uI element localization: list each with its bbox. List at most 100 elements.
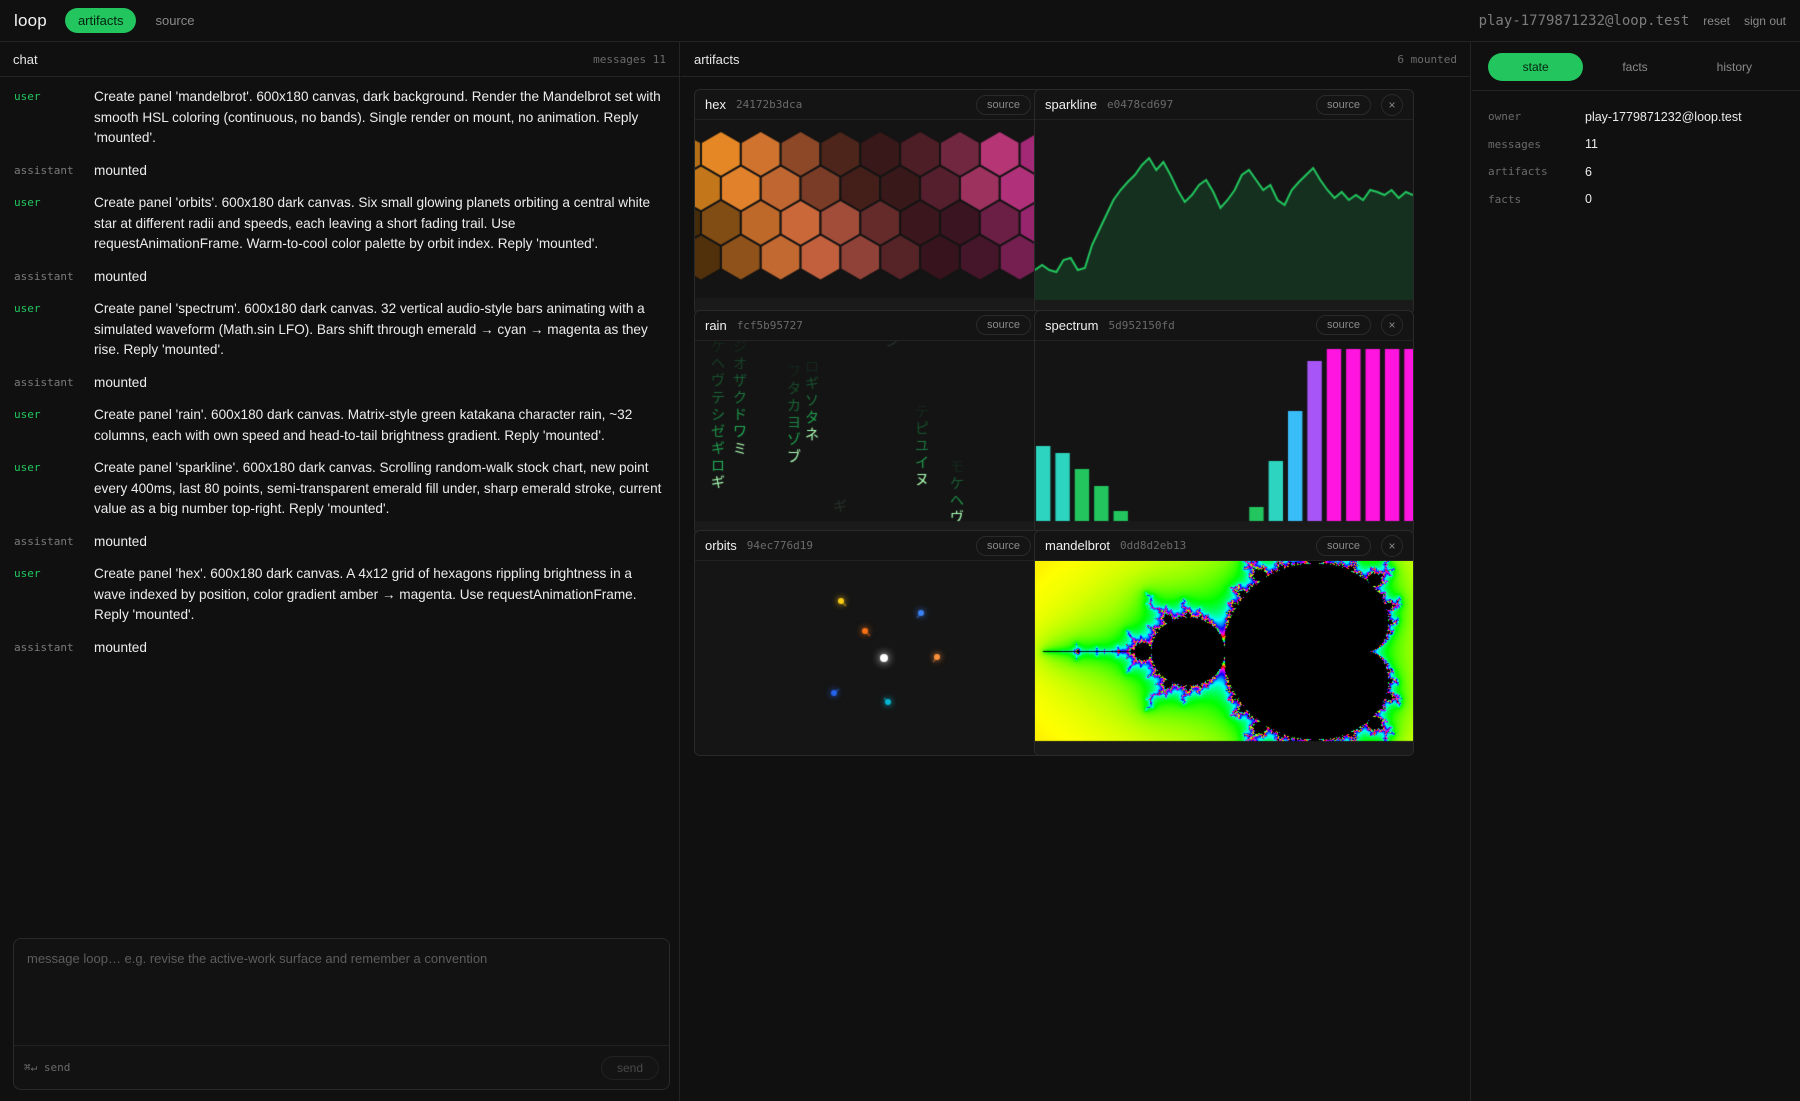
state-key: owner (1488, 110, 1522, 124)
message-role: assistant (14, 534, 74, 548)
chat-message: assistant mounted (0, 261, 679, 294)
panel-hash: fcf5b95727 (736, 318, 803, 332)
tab-history[interactable]: history (1716, 60, 1752, 74)
message-role: assistant (14, 640, 74, 654)
close-icon[interactable]: × (1381, 314, 1403, 336)
panel-source-button[interactable]: source (1315, 535, 1371, 556)
panel-header: spectrum 5d952150fd source × (1035, 311, 1413, 341)
message-text: Create panel 'hex'. 600x180 dark canvas.… (94, 566, 637, 622)
top-bar: loop artifacts source play-1779871232@lo… (0, 0, 1800, 42)
panel-source-button[interactable]: source (975, 535, 1031, 556)
panel-name: mandelbrot (1045, 538, 1111, 553)
account-area: play-1779871232@loop.test reset sign out (1479, 13, 1786, 29)
close-icon[interactable]: × (1381, 534, 1403, 557)
message-list: user Create panel 'mandelbrot'. 600x180 c… (0, 77, 679, 664)
tab-source[interactable]: source (155, 13, 195, 28)
tab-facts[interactable]: facts (1622, 60, 1648, 74)
state-value: play-1779871232@loop.test (1585, 109, 1742, 124)
panel-name: hex (705, 97, 726, 112)
state-row-owner: owner play-1779871232@loop.test (1488, 103, 1786, 131)
panel-canvas-rain (695, 340, 1073, 535)
message-text: Create panel 'mandelbrot'. 600x180 canva… (94, 89, 661, 145)
message-text: Create panel 'orbits'. 600x180 dark canv… (94, 195, 651, 251)
panel-canvas-spectrum (1035, 340, 1413, 535)
chat-message: assistant mounted (0, 632, 679, 665)
state-row-messages: messages 11 (1488, 131, 1786, 159)
panel-hash: 94ec776d19 (746, 539, 814, 552)
mounted-count: 6 mounted (1397, 52, 1457, 66)
message-role: user (14, 461, 41, 474)
chat-header: chat messages 11 (0, 42, 679, 77)
tab-artifacts[interactable]: artifacts (64, 8, 137, 33)
panel-header: sparkline e0478cd697 source × (1035, 90, 1413, 120)
chat-column: chat messages 11 user Create panel 'mande… (0, 42, 680, 1101)
panel-source-button[interactable]: source (975, 94, 1031, 115)
state-tabs: state facts history (1472, 42, 1800, 91)
message-role: user (14, 408, 41, 421)
state-value: 6 (1585, 164, 1592, 179)
state-row-facts: facts 0 (1488, 186, 1786, 214)
artifacts-header: artifacts 6 mounted (681, 42, 1470, 77)
panel-name: rain (705, 317, 727, 333)
panel-name: spectrum (1045, 317, 1099, 333)
user-email: play-1779871232@loop.test (1478, 12, 1690, 29)
reset-link[interactable]: reset (1703, 13, 1730, 28)
state-value: 11 (1585, 137, 1598, 152)
panel-source-button[interactable]: source (975, 315, 1031, 335)
state-key: messages (1488, 137, 1541, 151)
chat-message: assistant mounted (0, 367, 679, 400)
chat-title: chat (13, 51, 38, 67)
artifacts-title: artifacts (694, 51, 740, 67)
panel-hash: e0478cd697 (1107, 98, 1174, 111)
chat-message: assistant mounted (0, 155, 679, 188)
send-button[interactable]: send (600, 1055, 659, 1080)
panel-canvas-orbits (695, 561, 1073, 755)
close-icon[interactable]: × (1381, 93, 1403, 116)
message-role: assistant (14, 269, 74, 283)
sign-out-link[interactable]: sign out (1743, 13, 1786, 28)
message-text: mounted (94, 533, 147, 549)
state-key: artifacts (1488, 165, 1548, 179)
message-text: mounted (94, 268, 147, 284)
artifact-panel-sparkline: sparkline e0478cd697 source × (1034, 89, 1414, 315)
message-text: Create panel 'sparkline'. 600x180 dark c… (94, 460, 662, 516)
message-composer[interactable]: message loop… e.g. revise the active-wor… (13, 938, 670, 1090)
state-key: facts (1488, 192, 1522, 206)
state-table: owner play-1779871232@loop.test messages 11… (1472, 91, 1800, 213)
chat-message: user Create panel 'hex'. 600x180 dark can… (0, 558, 679, 632)
composer-footer: ⌘↵ send send (14, 1045, 669, 1089)
panel-source-button[interactable]: source (1315, 94, 1371, 115)
panel-source-button[interactable]: source (1315, 315, 1371, 335)
message-role: user (14, 196, 41, 209)
message-role: user (14, 567, 41, 580)
panel-hash: 24172b3dca (735, 98, 803, 111)
state-column: state facts history owner play-1779871232… (1472, 42, 1800, 1101)
chat-message: user Create panel 'orbits'. 600x180 dark … (0, 187, 679, 261)
message-text: mounted (94, 162, 147, 178)
panel-header: mandelbrot 0dd8d2eb13 source × (1035, 531, 1413, 561)
chat-message: user Create panel 'rain'. 600x180 dark ca… (0, 399, 679, 452)
message-input[interactable]: message loop… e.g. revise the active-wor… (27, 951, 488, 966)
state-row-artifacts: artifacts 6 (1488, 158, 1786, 186)
message-role: assistant (14, 375, 74, 389)
send-shortcut-hint: ⌘↵ send (24, 1061, 71, 1074)
chat-message: user Create panel 'sparkline'. 600x180 da… (0, 452, 679, 526)
panel-hash: 5d952150fd (1108, 318, 1175, 332)
message-role: assistant (14, 163, 74, 177)
panel-name: orbits (705, 538, 737, 553)
tab-state[interactable]: state (1488, 53, 1584, 81)
app-logo[interactable]: loop (14, 10, 47, 30)
artifacts-column: artifacts 6 mounted hex 24172b3dca source ×… (681, 42, 1471, 1101)
artifact-panel-spectrum: spectrum 5d952150fd source × (1034, 309, 1414, 536)
message-count: messages 11 (593, 52, 666, 66)
panel-canvas-hex (695, 120, 1073, 314)
state-value: 0 (1585, 192, 1592, 207)
panel-canvas-mandelbrot (1035, 561, 1413, 755)
message-text: Create panel 'rain'. 600x180 dark canvas… (94, 407, 633, 443)
